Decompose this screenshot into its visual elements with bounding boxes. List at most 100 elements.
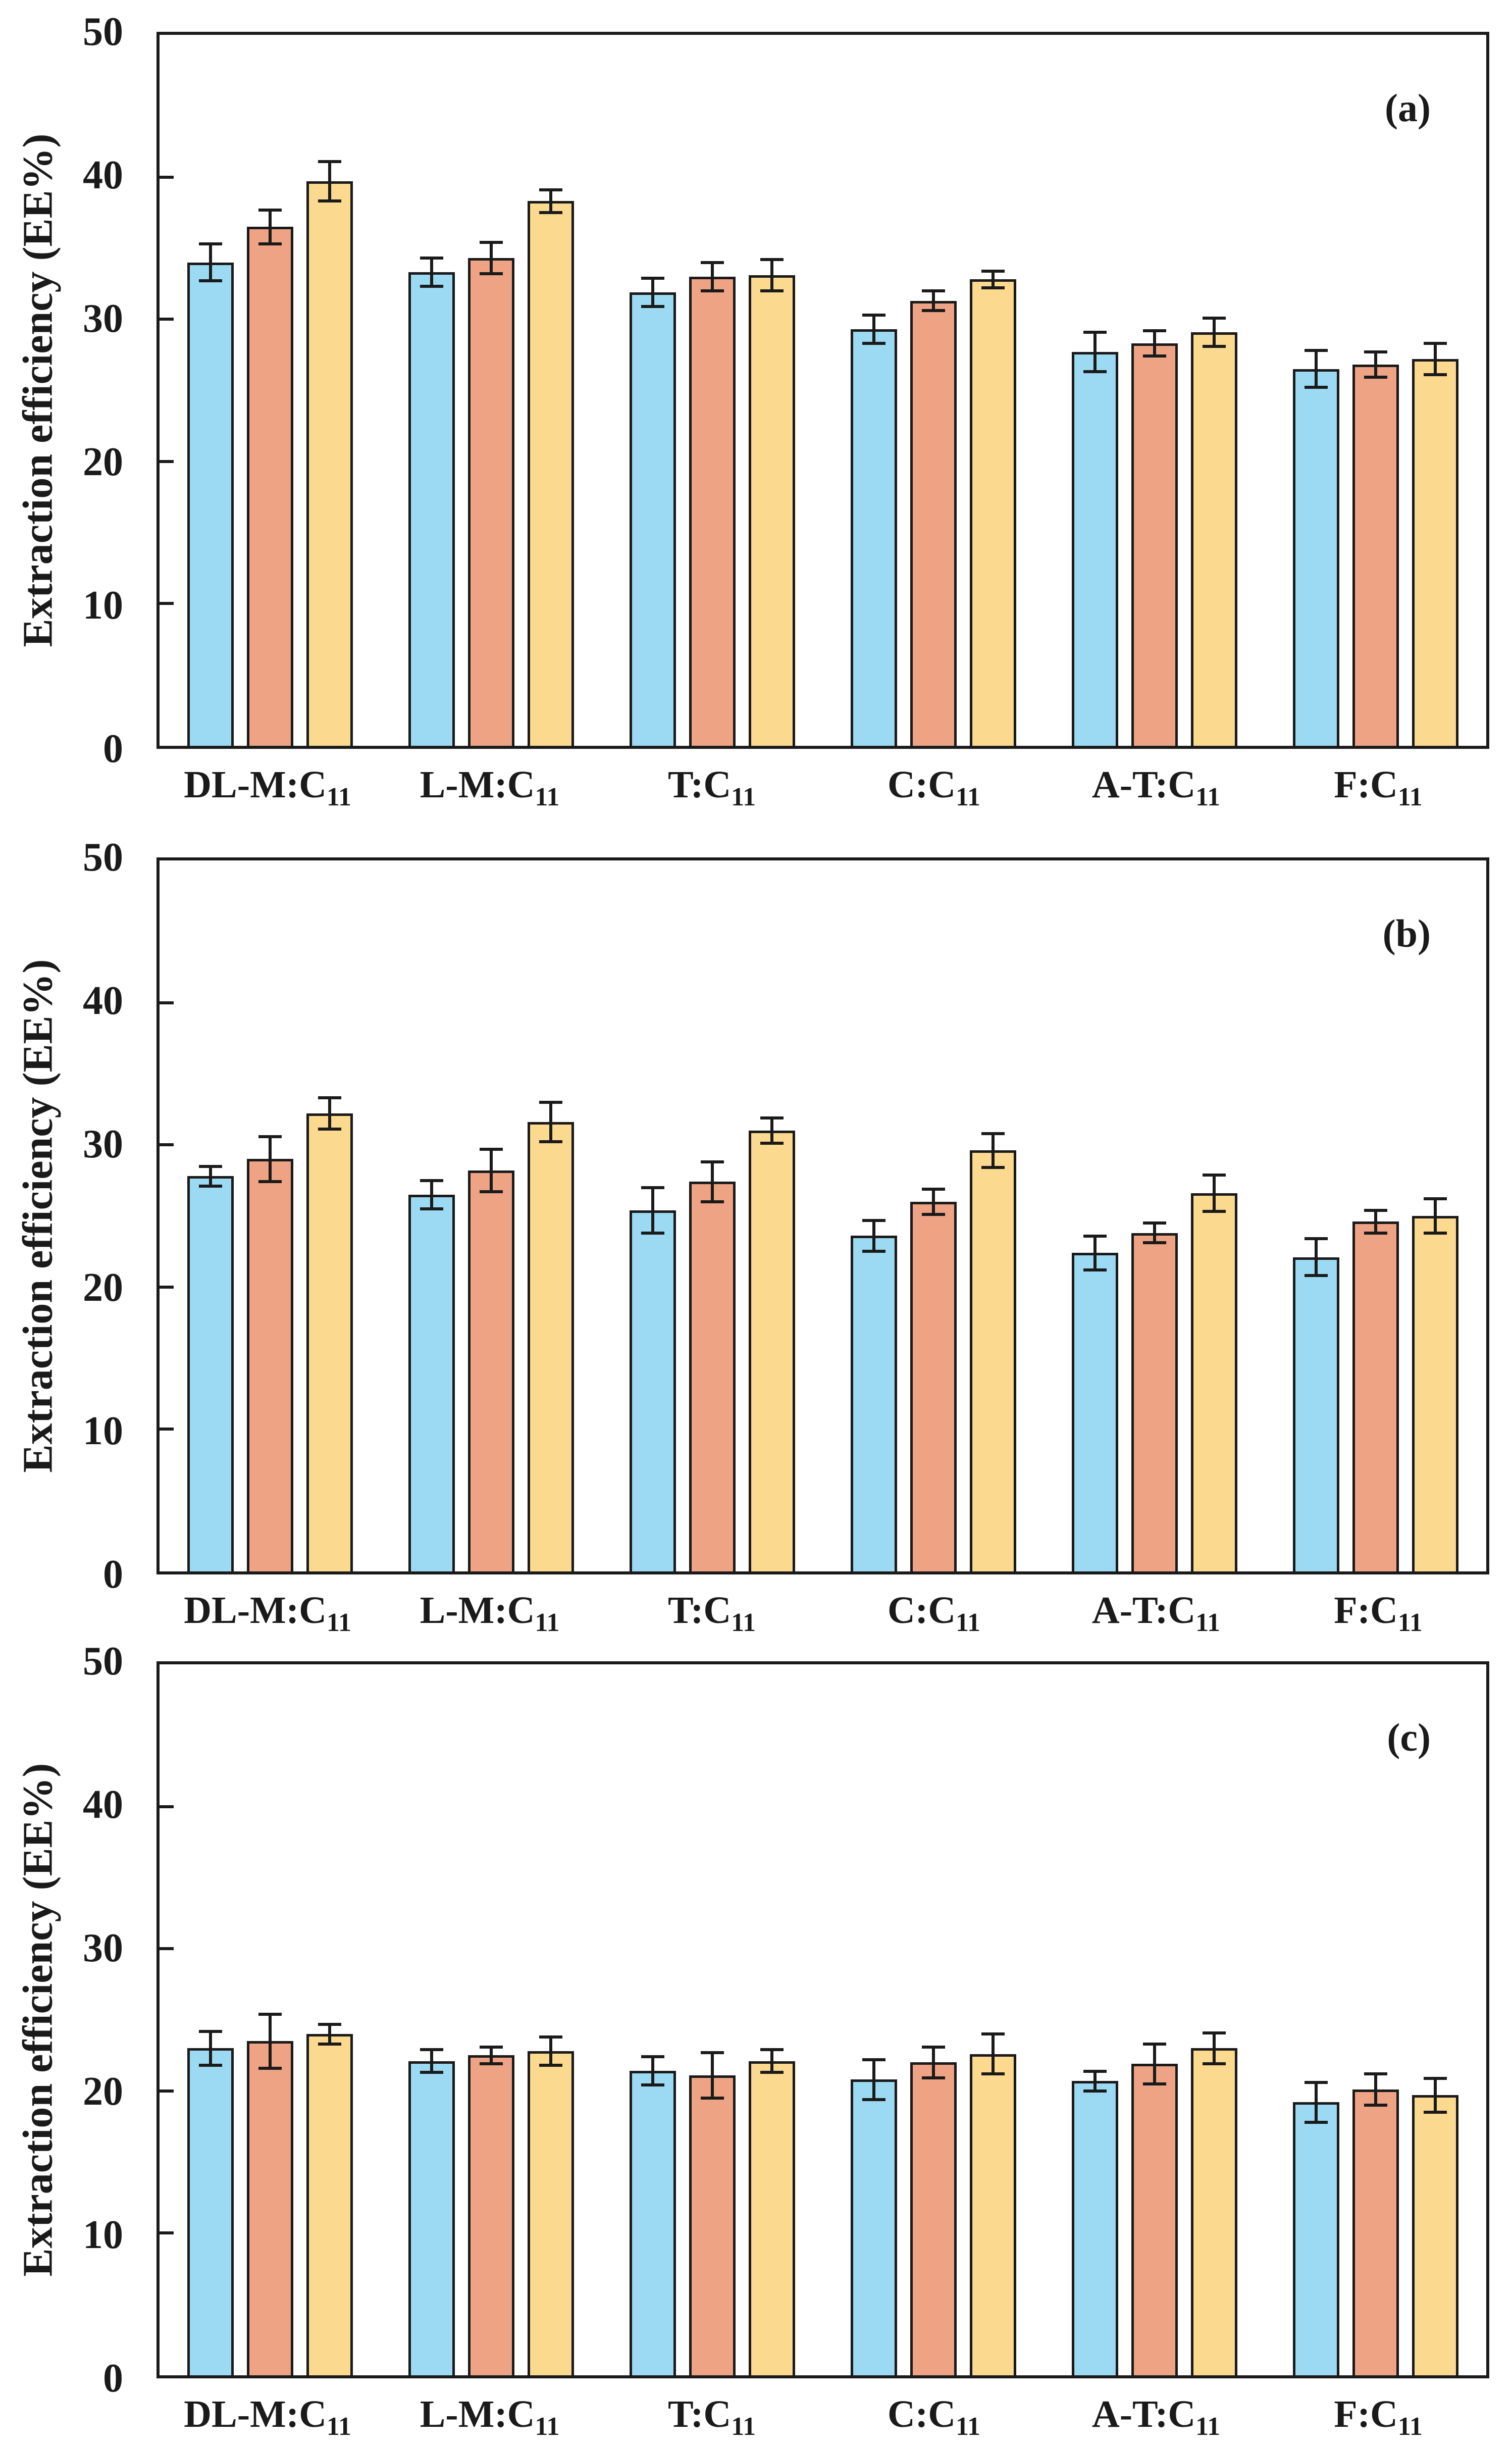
error-bar: [258, 208, 282, 245]
category-text: T:C: [667, 763, 732, 806]
bar-column: [1072, 35, 1118, 746]
y-tick-label: 50: [83, 10, 123, 54]
bar-column: [187, 1664, 234, 2375]
bar-yellow: [749, 1131, 795, 1571]
x-category-label: F:C11: [1267, 2393, 1489, 2440]
bar-orange: [468, 1170, 514, 1571]
bar-column: [1352, 35, 1399, 746]
bar-blue: [630, 292, 676, 746]
y-tick-mark: [160, 2231, 174, 2235]
bar-column: [689, 860, 736, 1571]
bar-column: [851, 35, 897, 746]
category-subscript: 11: [1397, 783, 1423, 812]
category-text: C:C: [888, 2393, 956, 2435]
error-bar: [862, 313, 885, 345]
bar-column: [1131, 860, 1178, 1571]
category-text: L-M:C: [420, 1589, 535, 1632]
error-bar-line: [328, 2022, 331, 2046]
error-bar: [420, 1179, 443, 1210]
y-tick-mark: [160, 602, 174, 605]
error-bar-line: [872, 2058, 875, 2101]
error-bar-line: [1374, 2072, 1377, 2107]
bar-blue: [187, 1176, 234, 1571]
x-axis-category-labels: DL-M:C11 L-M:C11 T:C11 C:C11 A-T:C11 F:C…: [157, 2393, 1489, 2440]
error-bar: [1424, 2076, 1447, 2114]
error-bar: [480, 2045, 503, 2066]
error-bar: [1305, 1237, 1328, 1278]
bar-column: [528, 860, 574, 1571]
y-tick-mark: [160, 175, 174, 179]
error-bar: [539, 2035, 562, 2067]
y-tick-mark: [160, 1805, 174, 1808]
plot-area: (c): [157, 1661, 1489, 2378]
category-text: F:C: [1334, 2393, 1398, 2435]
bar-group: [1044, 35, 1265, 746]
error-bar-line: [1153, 1221, 1156, 1245]
category-subscript: 11: [326, 2412, 351, 2441]
bar-group: [602, 860, 823, 1571]
bar-group: [1044, 860, 1265, 1571]
error-bar: [862, 2058, 885, 2101]
bar-column: [528, 1664, 574, 2375]
error-bar: [420, 2048, 443, 2074]
bar-column: [306, 860, 353, 1571]
error-bar-line: [711, 261, 714, 292]
bar-yellow: [749, 275, 795, 746]
bar-column: [910, 35, 957, 746]
error-bar: [1143, 1221, 1166, 1245]
error-bar: [1143, 2043, 1166, 2086]
error-bar: [922, 1187, 945, 1216]
bar-column: [1072, 1664, 1118, 2375]
bar-column: [1131, 1664, 1178, 2375]
y-tick-mark: [160, 1285, 174, 1289]
bar-column: [970, 35, 1016, 746]
x-category-label: DL-M:C11: [157, 1589, 379, 1636]
bar-column: [247, 1664, 293, 2375]
error-bar-line: [1434, 342, 1437, 376]
error-bar: [1305, 349, 1328, 389]
category-subscript: 11: [535, 783, 560, 812]
bar-blue: [1293, 2102, 1339, 2375]
error-bar-line: [992, 1132, 995, 1169]
bar-group: [160, 1664, 381, 2375]
bar-orange: [910, 1201, 957, 1571]
error-bar-line: [549, 1100, 552, 1144]
plot-area: (b): [157, 857, 1489, 1574]
error-bar-line: [1153, 329, 1156, 358]
y-tick-label: 0: [103, 2356, 123, 2401]
bar-group: [381, 860, 602, 1571]
bar-column: [408, 860, 455, 1571]
x-category-label: F:C11: [1267, 763, 1489, 812]
error-bar: [318, 160, 341, 203]
error-bar: [1364, 350, 1387, 379]
y-tick-label: 40: [83, 153, 123, 197]
bar-column: [408, 1664, 455, 2375]
plot-area: (a): [157, 32, 1489, 749]
error-bar-line: [711, 1160, 714, 1203]
panel-letter: (a): [1385, 86, 1431, 130]
category-text: T:C: [667, 2393, 732, 2435]
bar-blue: [1072, 351, 1118, 746]
bar-column: [1191, 860, 1237, 1571]
bar-blue: [187, 262, 234, 746]
bar-orange: [247, 2041, 293, 2375]
error-bar-line: [269, 1135, 272, 1184]
x-category-label: A-T:C11: [1045, 1589, 1267, 1636]
x-category-label: DL-M:C11: [157, 763, 379, 810]
bar-orange: [689, 276, 736, 746]
error-bar-line: [872, 1218, 875, 1253]
category-subscript: 11: [956, 783, 980, 812]
bar-column: [1412, 860, 1458, 1571]
y-tick-label: 0: [103, 1552, 123, 1597]
error-bar: [1364, 1208, 1387, 1235]
bar-column: [1412, 35, 1458, 746]
y-tick-mark: [160, 318, 174, 321]
bar-group: [160, 860, 381, 1571]
y-tick-mark: [160, 460, 174, 463]
category-text: A-T:C: [1091, 2393, 1196, 2435]
error-bar-line: [209, 2029, 212, 2067]
category-text: F:C: [1334, 1589, 1398, 1632]
error-bar-line: [549, 188, 552, 214]
error-bar: [1143, 329, 1166, 358]
bar-column: [1072, 860, 1118, 1571]
